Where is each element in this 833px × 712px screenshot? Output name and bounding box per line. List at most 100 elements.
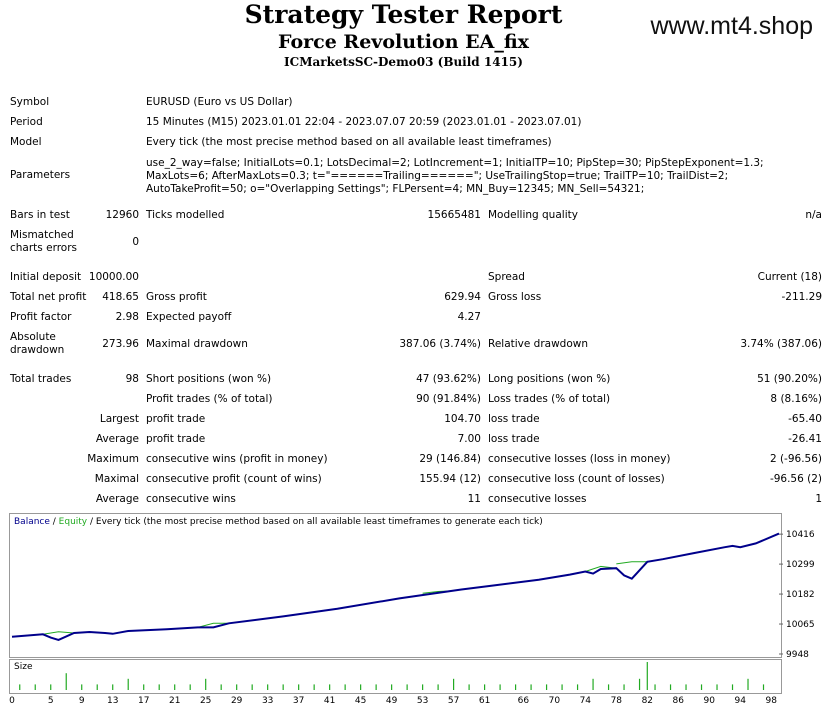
mismatch-label: Mismatched charts errors [10, 229, 77, 254]
average-profit-value: 7.00 [457, 433, 481, 445]
grossloss-label: Gross loss [488, 291, 542, 303]
cl-count-value: -96.56 (2) [769, 473, 822, 485]
x-tick-label: 74 [580, 696, 592, 706]
absdd-value: 273.96 [102, 338, 139, 350]
pf-label: Profit factor [10, 311, 72, 323]
deposit-label: Initial deposit [10, 271, 82, 283]
largest-loss-value: -65.40 [788, 413, 822, 425]
model-label: Model [10, 136, 42, 148]
grossprofit-value: 629.94 [444, 291, 481, 303]
grossprofit-label: Gross profit [146, 291, 207, 303]
maxdd-label: Maximal drawdown [146, 338, 248, 350]
chart-legend: Balance / Equity / Every tick (the most … [14, 516, 543, 529]
size-chart-frame [9, 659, 782, 694]
x-tick-label: 49 [386, 696, 398, 706]
average2-label: Average [95, 493, 139, 505]
bars-label: Bars in test [10, 209, 70, 221]
params-value: use_2_way=false; InitialLots=0.1; LotsDe… [146, 157, 764, 195]
equity-line [197, 622, 229, 628]
pf-value: 2.98 [115, 311, 139, 323]
reldd-value: 3.74% (387.06) [740, 338, 822, 350]
deposit-value: 10000.00 [88, 271, 139, 283]
server-name: ICMarketsSC-Demo03 (Build 1415) [284, 55, 523, 69]
x-tick-label: 37 [293, 696, 304, 706]
size-label: Size [14, 662, 33, 672]
legend-balance: Balance [14, 517, 50, 527]
symbol-label: Symbol [10, 96, 50, 108]
period-value: 15 Minutes (M15) 2023.01.01 22:04 - 2023… [146, 116, 582, 128]
params-label: Parameters [10, 169, 71, 181]
x-tick-label: 82 [642, 696, 653, 706]
x-tick-label: 29 [231, 696, 243, 706]
y-tick-label: 10182 [786, 590, 815, 600]
x-tick-label: 33 [262, 696, 273, 706]
model-value: Every tick (the most precise method base… [146, 136, 552, 148]
cw-money-label: consecutive wins (profit in money) [146, 453, 328, 465]
largest-loss-label: loss trade [488, 413, 540, 425]
ticks-value: 15665481 [427, 209, 481, 221]
x-tick-label: 53 [417, 696, 428, 706]
long-value: 51 (90.20%) [757, 373, 822, 385]
x-tick-label: 66 [518, 696, 530, 706]
cl-count-label: consecutive loss (count of losses) [488, 473, 665, 485]
cp-count-label: consecutive profit (count of wins) [146, 473, 322, 485]
x-tick-label: 90 [704, 696, 716, 706]
average-loss-label: loss trade [488, 433, 540, 445]
x-tick-label: 17 [138, 696, 149, 706]
balance-chart-frame [9, 513, 782, 658]
x-tick-label: 5 [48, 696, 54, 706]
x-tick-label: 86 [673, 696, 685, 706]
brand-watermark: www.mt4.shop [650, 12, 813, 40]
trades-value: 98 [125, 373, 139, 385]
largest-profit-value: 104.70 [444, 413, 481, 425]
x-tick-label: 98 [766, 696, 778, 706]
average-loss-value: -26.41 [788, 433, 822, 445]
trades-label: Total trades [10, 373, 72, 385]
bars-value: 12960 [105, 209, 139, 221]
short-label: Short positions (won %) [146, 373, 272, 385]
ticks-label: Ticks modelled [146, 209, 225, 221]
maximum-label: Maximum [87, 453, 139, 465]
cw-money-value: 29 (146.84) [419, 453, 481, 465]
absdd-label: Absolute drawdown [10, 331, 65, 356]
legend-equity: Equity [58, 517, 88, 527]
symbol-value: EURUSD (Euro vs US Dollar) [146, 96, 293, 108]
payoff-label: Expected payoff [146, 311, 232, 323]
largest-label: Largest [99, 413, 139, 425]
mismatch-value: 0 [132, 236, 139, 248]
x-tick-label: 9 [79, 696, 85, 706]
balance-line [11, 532, 780, 641]
x-tick-label: 94 [735, 696, 747, 706]
x-tick-label: 70 [549, 696, 561, 706]
ea-name: Force Revolution EA_fix [278, 31, 529, 53]
payoff-value: 4.27 [457, 311, 481, 323]
netprofit-value: 418.65 [102, 291, 139, 303]
maximal-label: Maximal [94, 473, 139, 485]
reldd-label: Relative drawdown [488, 338, 589, 350]
quality-value: n/a [805, 209, 822, 221]
cp-count-value: 155.94 (12) [419, 473, 481, 485]
average-profit-label: profit trade [146, 433, 206, 445]
short-value: 47 (93.62%) [416, 373, 481, 385]
cl-money-value: 2 (-96.56) [769, 453, 822, 465]
ltrades-value: 8 (8.16%) [770, 393, 822, 405]
legend-sep: / [49, 517, 59, 527]
report-title: Strategy Tester Report [244, 0, 563, 29]
y-tick-label: 10299 [786, 560, 815, 570]
x-tick-label: 57 [448, 696, 459, 706]
quality-label: Modelling quality [488, 209, 578, 221]
largest-profit-label: profit trade [146, 413, 206, 425]
long-label: Long positions (won %) [488, 373, 611, 385]
y-tick-label: 10416 [786, 530, 815, 540]
grossloss-value: -211.29 [781, 291, 822, 303]
x-tick-label: 41 [324, 696, 335, 706]
x-tick-label: 45 [355, 696, 366, 706]
equity-line [616, 561, 648, 565]
equity-line [42, 631, 75, 635]
x-tick-label: 78 [611, 696, 623, 706]
x-tick-label: 0 [9, 696, 15, 706]
cw-label: consecutive wins [146, 493, 236, 505]
x-tick-label: 25 [200, 696, 211, 706]
spread-label: Spread [488, 271, 525, 283]
